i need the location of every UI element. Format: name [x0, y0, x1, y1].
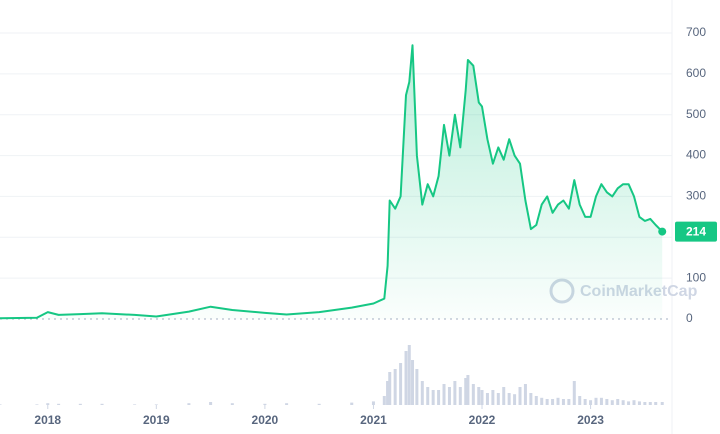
volume-bar: [589, 400, 593, 405]
volume-bar: [507, 393, 511, 405]
volume-bar: [100, 403, 104, 405]
y-tick-label: 500: [686, 107, 706, 121]
volume-bar: [0, 404, 2, 405]
volume-bar: [637, 401, 641, 405]
x-tick-label: 2019: [143, 413, 170, 427]
volume-bar: [480, 390, 484, 405]
volume-bar: [154, 404, 158, 405]
volume-bar: [399, 363, 403, 405]
volume-bar: [540, 397, 544, 405]
volume-bar: [263, 403, 267, 405]
volume-bar: [502, 387, 506, 405]
volume-bar: [578, 396, 582, 405]
volume-bar: [187, 403, 191, 405]
volume-bar: [654, 402, 658, 405]
volume-bar: [610, 400, 614, 405]
volume-bar: [57, 403, 61, 405]
y-tick-label: 600: [686, 66, 706, 80]
volume-bar: [133, 404, 137, 405]
y-tick-label: 400: [686, 148, 706, 162]
volume-bar: [78, 403, 82, 405]
volume-bar: [643, 402, 647, 405]
volume-bar: [594, 397, 598, 405]
volume-bar: [632, 400, 636, 405]
volume-bar: [371, 401, 375, 405]
volume-bar: [386, 381, 390, 405]
volume-bar: [466, 375, 470, 405]
volume-bar: [583, 399, 587, 405]
x-tick-label: 2018: [34, 413, 61, 427]
last-point: [658, 227, 667, 236]
y-tick-label: 700: [686, 25, 706, 39]
volume-bar: [230, 403, 234, 405]
volume-bar: [471, 384, 475, 405]
volume-bar: [350, 402, 354, 405]
volume-bar: [627, 401, 631, 405]
volume-bar: [458, 387, 462, 405]
y-tick-label: 0: [686, 311, 693, 325]
volume-bar: [621, 400, 625, 405]
volume-bar: [447, 387, 451, 405]
volume-bar: [420, 381, 424, 405]
volume-bar: [605, 399, 609, 405]
volume-bar: [437, 390, 441, 405]
volume-bar: [529, 393, 533, 405]
volume-bar: [518, 387, 522, 405]
price-tag: [675, 221, 717, 242]
volume-bar: [599, 397, 603, 405]
volume-bar: [404, 351, 408, 405]
volume-bar: [545, 399, 549, 405]
volume-bar: [415, 369, 419, 405]
volume-bar: [209, 402, 213, 405]
volume-bar: [46, 403, 50, 405]
volume-bar: [464, 378, 468, 405]
volume-bar: [393, 369, 397, 405]
price-tag-label: 214: [686, 225, 706, 239]
volume-bar: [485, 393, 489, 405]
volume-bar: [572, 381, 576, 405]
volume-bar: [382, 396, 386, 405]
price-area: [0, 45, 663, 320]
volume-bar: [285, 403, 289, 405]
volume-bar: [317, 403, 321, 405]
volume-bar: [35, 404, 39, 405]
x-tick-label: 2021: [360, 413, 387, 427]
y-tick-label: 100: [686, 270, 706, 284]
volume-bar: [411, 360, 415, 405]
price-line: [0, 44, 663, 320]
volume-bar: [534, 396, 538, 405]
volume-bar: [442, 384, 446, 405]
volume-bar: [453, 381, 457, 405]
x-tick-label: 2022: [469, 413, 496, 427]
volume-bar: [567, 399, 571, 405]
volume-bar: [523, 384, 527, 405]
volume-bar: [477, 387, 481, 405]
y-tick-label: 300: [686, 189, 706, 203]
volume-bar: [648, 402, 652, 405]
volume-bar: [556, 397, 560, 405]
volume-bar: [431, 390, 435, 405]
volume-bar: [513, 394, 517, 405]
x-tick-label: 2023: [577, 413, 604, 427]
volume-bar: [426, 387, 430, 405]
volume-bar: [491, 390, 495, 405]
volume-bar: [407, 345, 411, 405]
volume-bar: [551, 399, 555, 405]
x-tick-label: 2020: [252, 413, 279, 427]
volume-bar: [660, 402, 664, 405]
volume-bar: [561, 399, 565, 405]
volume-bar: [496, 393, 500, 405]
volume-bar: [388, 372, 392, 405]
volume-bar: [616, 399, 620, 405]
